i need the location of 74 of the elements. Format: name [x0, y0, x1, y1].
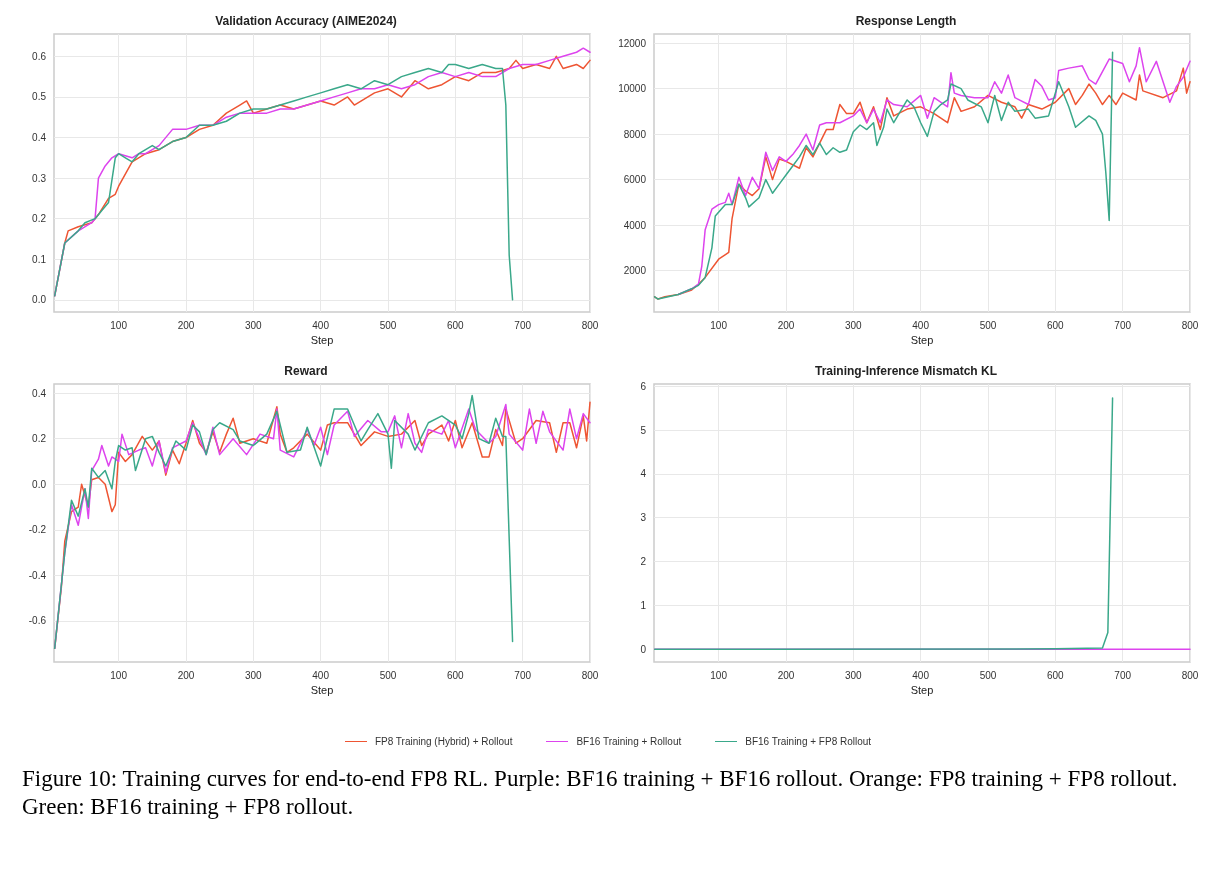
y-tick-label: 0.5: [32, 91, 47, 103]
chart-title: Response Length: [855, 14, 957, 28]
x-tick-label: 200: [777, 669, 795, 681]
legend-label: FP8 Training (Hybrid) + Rollout: [374, 736, 513, 747]
y-tick-label: 5: [640, 424, 647, 436]
x-axis-title: Step: [310, 684, 334, 697]
y-tick-label: -0.2: [28, 524, 47, 536]
x-tick-label: 100: [110, 319, 128, 331]
y-tick-label: 0.0: [32, 294, 47, 306]
x-tick-label: 600: [446, 669, 465, 681]
y-tick-label: 0.2: [32, 213, 47, 225]
y-tick-label: 6000: [623, 174, 647, 186]
line-series: [653, 51, 1114, 300]
legend-label: BF16 Training + Rollout: [576, 736, 682, 747]
x-tick-label: 200: [177, 319, 195, 331]
y-tick-label: 0.4: [32, 131, 47, 143]
x-tick-label: 800: [1181, 669, 1199, 681]
x-tick-label: 500: [979, 319, 997, 331]
x-tick-label: 600: [1046, 669, 1065, 681]
x-tick-label: 200: [177, 669, 195, 681]
y-tick-label: 0.0: [32, 478, 47, 490]
x-tick-label: 600: [446, 319, 465, 331]
y-tick-label: 6: [640, 380, 647, 392]
legend-label: BF16 Training + FP8 Rollout: [745, 736, 872, 747]
x-tick-label: 100: [110, 669, 128, 681]
y-tick-label: 0.6: [32, 50, 47, 62]
y-tick-label: 0.1: [32, 253, 47, 265]
x-tick-label: 700: [1114, 319, 1132, 331]
x-tick-label: 600: [1046, 319, 1065, 331]
y-tick-label: 3: [640, 512, 647, 524]
y-tick-label: -0.4: [28, 569, 47, 581]
y-tick-label: 0.2: [32, 433, 47, 445]
x-tick-label: 300: [244, 669, 263, 681]
x-tick-label: 100: [710, 319, 728, 331]
y-tick-label: 2: [640, 556, 647, 568]
line-series: [53, 394, 514, 650]
x-tick-label: 500: [379, 669, 397, 681]
x-axis-title: Step: [910, 334, 934, 347]
y-tick-label: 1: [640, 599, 647, 611]
y-tick-label: 0: [640, 643, 647, 655]
x-tick-label: 100: [710, 669, 728, 681]
chart-title: Validation Accuracy (AIME2024): [215, 14, 397, 28]
y-tick-label: 4: [640, 468, 647, 480]
x-tick-label: 200: [777, 319, 795, 331]
x-tick-label: 800: [581, 319, 599, 331]
x-tick-label: 500: [979, 669, 997, 681]
y-tick-label: 0.3: [32, 172, 47, 184]
caption: Figure 10: Training curves for end-to-end FP8 RL. Purple: BF16 training + BF16 rollout. Orange: FP8 training + FP8 rollout. Green: BF16 training + FP8 rollout.: [21, 765, 1179, 821]
x-axis-title: Step: [910, 684, 934, 697]
x-tick-label: 700: [514, 319, 532, 331]
chart-title: Training-Inference Mismatch KL: [814, 364, 998, 378]
x-tick-label: 400: [912, 669, 930, 681]
line-series: [653, 397, 1114, 651]
x-tick-label: 400: [912, 319, 930, 331]
x-tick-label: 500: [379, 319, 397, 331]
x-tick-label: 400: [312, 319, 330, 331]
y-tick-label: 2000: [623, 265, 647, 277]
y-tick-label: -0.6: [28, 615, 47, 627]
x-tick-label: 800: [581, 669, 599, 681]
chart-title: Reward: [284, 364, 328, 378]
x-tick-label: 300: [844, 319, 863, 331]
y-tick-label: 10000: [618, 83, 647, 95]
x-tick-label: 800: [1181, 319, 1199, 331]
x-tick-label: 300: [844, 669, 863, 681]
x-axis-title: Step: [310, 334, 334, 347]
y-tick-label: 12000: [618, 37, 647, 49]
x-tick-label: 300: [244, 319, 263, 331]
y-tick-label: 8000: [623, 128, 647, 140]
x-tick-label: 400: [312, 669, 330, 681]
y-tick-label: 0.4: [32, 387, 47, 399]
x-tick-label: 700: [1114, 669, 1132, 681]
y-tick-label: 4000: [623, 219, 647, 231]
line-series: [53, 63, 514, 301]
x-tick-label: 700: [514, 669, 532, 681]
